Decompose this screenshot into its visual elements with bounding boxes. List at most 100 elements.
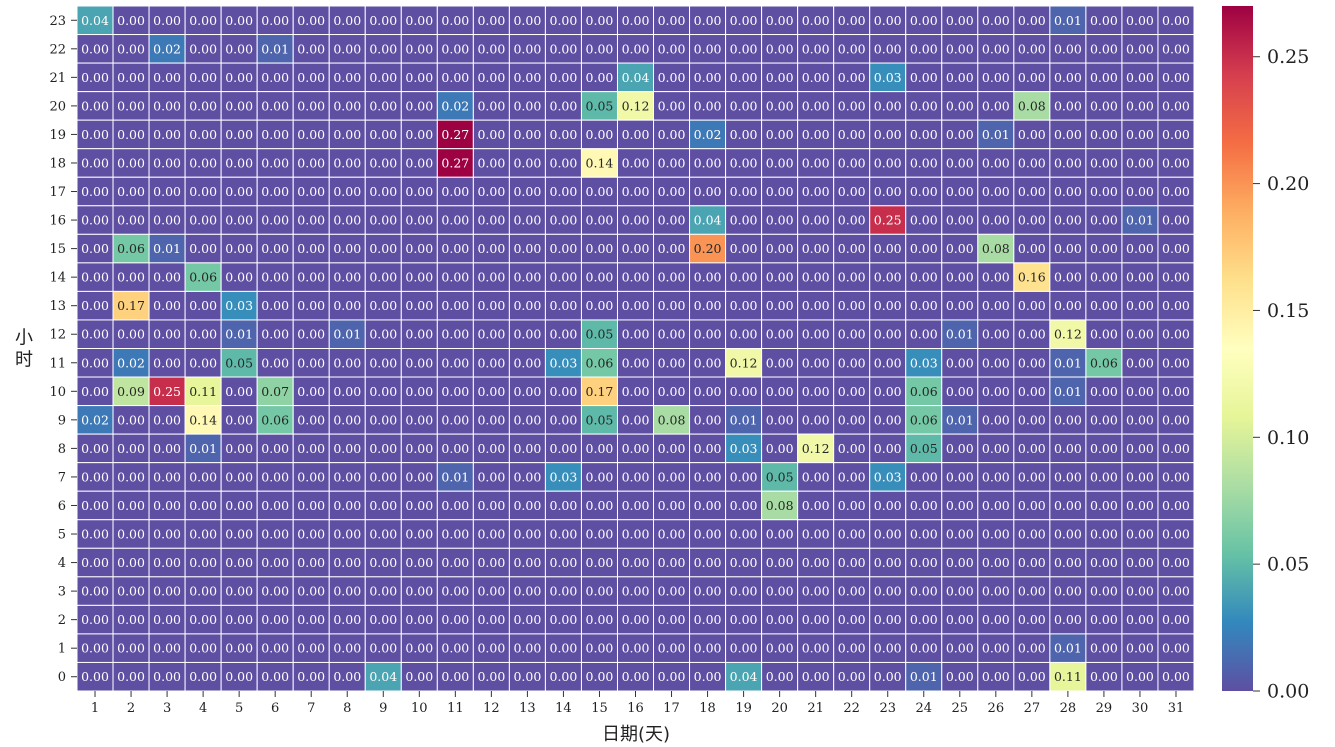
heatmap-cell bbox=[833, 34, 871, 64]
heatmap-cell bbox=[1085, 5, 1123, 36]
cell-value-label: 0.00 bbox=[513, 612, 541, 627]
cell-value-label: 0.01 bbox=[441, 469, 469, 484]
heatmap-cell bbox=[400, 462, 438, 492]
cell-value-label: 0.00 bbox=[658, 584, 686, 599]
cell-value-label: 0.00 bbox=[405, 298, 433, 313]
cell-value-label: 0.00 bbox=[766, 213, 794, 228]
y-axis-title-text: 小时 bbox=[15, 328, 33, 371]
cell-value-label: 0.00 bbox=[333, 612, 361, 627]
cell-value-label: 0.00 bbox=[297, 241, 325, 256]
cell-value-label: 0.14 bbox=[189, 412, 217, 427]
heatmap-cell bbox=[76, 233, 114, 264]
cell-value-label: 0.00 bbox=[622, 441, 650, 456]
cell-value-label: 0.00 bbox=[586, 184, 614, 199]
cell-value-label: 0.00 bbox=[694, 327, 722, 342]
cell-value-label: 0.00 bbox=[1126, 641, 1154, 656]
heatmap-cell bbox=[1013, 5, 1051, 36]
cell-value-label: 0.00 bbox=[802, 127, 830, 142]
cell-value-label: 0.00 bbox=[946, 527, 974, 542]
x-tick-label: 30 bbox=[1132, 701, 1149, 716]
cell-value-label: 0.00 bbox=[874, 327, 902, 342]
heatmap-cell bbox=[797, 490, 835, 521]
heatmap-cell bbox=[436, 490, 474, 521]
cell-value-label: 0.00 bbox=[730, 184, 758, 199]
heatmap-cell bbox=[616, 576, 655, 606]
cell-value-label: 0.00 bbox=[586, 527, 614, 542]
cell-value-label: 0.00 bbox=[982, 469, 1010, 484]
cell-value-label: 0.00 bbox=[586, 441, 614, 456]
heatmap-cell bbox=[653, 205, 691, 235]
heatmap-cell bbox=[797, 262, 835, 292]
heatmap-cell bbox=[725, 34, 763, 64]
cell-value-label: 0.00 bbox=[550, 241, 578, 256]
cell-value-label: 0.00 bbox=[658, 498, 686, 513]
heatmap-cell bbox=[436, 148, 474, 178]
heatmap-cell bbox=[220, 433, 258, 464]
cell-value-label: 0.00 bbox=[477, 355, 505, 370]
cell-value-label: 0.00 bbox=[369, 355, 397, 370]
cell-value-label: 0.01 bbox=[1054, 384, 1082, 399]
cell-value-label: 0.00 bbox=[730, 155, 758, 170]
heatmap-cell bbox=[689, 148, 727, 178]
y-tick-label: 18 bbox=[49, 156, 66, 171]
cell-value-label: 0.00 bbox=[369, 41, 397, 56]
cell-value-label: 0.00 bbox=[513, 13, 541, 28]
x-tick-label: 15 bbox=[591, 701, 608, 716]
cell-value-label: 0.00 bbox=[1054, 155, 1082, 170]
cell-value-label: 0.00 bbox=[117, 498, 145, 513]
cell-value-label: 0.00 bbox=[333, 241, 361, 256]
cell-value-label: 0.00 bbox=[658, 555, 686, 570]
cell-value-label: 0.00 bbox=[802, 41, 830, 56]
cell-value-label: 0.00 bbox=[225, 669, 253, 684]
heatmap-cell bbox=[472, 661, 510, 692]
heatmap-cell bbox=[256, 91, 294, 121]
cell-value-label: 0.00 bbox=[189, 327, 217, 342]
heatmap-cell bbox=[1013, 604, 1051, 635]
cell-value-label: 0.00 bbox=[261, 612, 289, 627]
cell-value-label: 0.00 bbox=[766, 555, 794, 570]
cell-value-label: 0.00 bbox=[694, 270, 722, 285]
cell-value-label: 0.01 bbox=[946, 327, 974, 342]
cell-value-label: 0.00 bbox=[802, 527, 830, 542]
heatmap-cell bbox=[76, 433, 114, 464]
cell-value-label: 0.00 bbox=[874, 498, 902, 513]
cell-value-label: 0.00 bbox=[586, 213, 614, 228]
cell-value-label: 0.00 bbox=[550, 612, 578, 627]
heatmap-cell bbox=[472, 604, 510, 635]
heatmap-cell bbox=[256, 62, 294, 93]
cell-value-label: 0.00 bbox=[946, 98, 974, 113]
cell-value-label: 0.00 bbox=[117, 412, 145, 427]
heatmap-cell bbox=[1121, 91, 1159, 121]
cell-value-label: 0.00 bbox=[189, 584, 217, 599]
cell-value-label: 0.00 bbox=[1090, 641, 1118, 656]
heatmap-cell bbox=[616, 604, 655, 635]
heatmap-cell bbox=[761, 661, 799, 692]
cell-value-label: 0.00 bbox=[81, 355, 109, 370]
cell-value-label: 0.00 bbox=[838, 241, 866, 256]
heatmap-cell bbox=[292, 462, 330, 492]
cell-value-label: 0.00 bbox=[910, 584, 938, 599]
heatmap-cell bbox=[580, 119, 618, 150]
heatmap-cell bbox=[869, 604, 907, 635]
cell-value-label: 0.00 bbox=[405, 498, 433, 513]
cell-value-label: 0.00 bbox=[1054, 241, 1082, 256]
cell-value-label: 0.12 bbox=[802, 441, 830, 456]
x-tick-label: 12 bbox=[483, 701, 500, 716]
cell-value-label: 0.00 bbox=[874, 612, 902, 627]
cell-value-label: 0.00 bbox=[153, 327, 181, 342]
heatmap-cell bbox=[616, 633, 655, 663]
cell-value-label: 0.00 bbox=[225, 213, 253, 228]
cell-value-label: 0.00 bbox=[333, 155, 361, 170]
cell-value-label: 0.00 bbox=[333, 355, 361, 370]
cell-value-label: 0.01 bbox=[189, 441, 217, 456]
y-tick-label: 2 bbox=[58, 613, 66, 628]
colorbar-tick-label: 0.00 bbox=[1267, 681, 1309, 703]
cell-value-label: 0.00 bbox=[117, 555, 145, 570]
cell-value-label: 0.00 bbox=[658, 441, 686, 456]
cell-value-label: 0.00 bbox=[802, 384, 830, 399]
heatmap-cell bbox=[761, 376, 799, 407]
heatmap-cell bbox=[977, 119, 1015, 150]
cell-value-label: 0.00 bbox=[982, 41, 1010, 56]
cell-value-label: 0.00 bbox=[802, 327, 830, 342]
cell-value-label: 0.02 bbox=[153, 41, 181, 56]
